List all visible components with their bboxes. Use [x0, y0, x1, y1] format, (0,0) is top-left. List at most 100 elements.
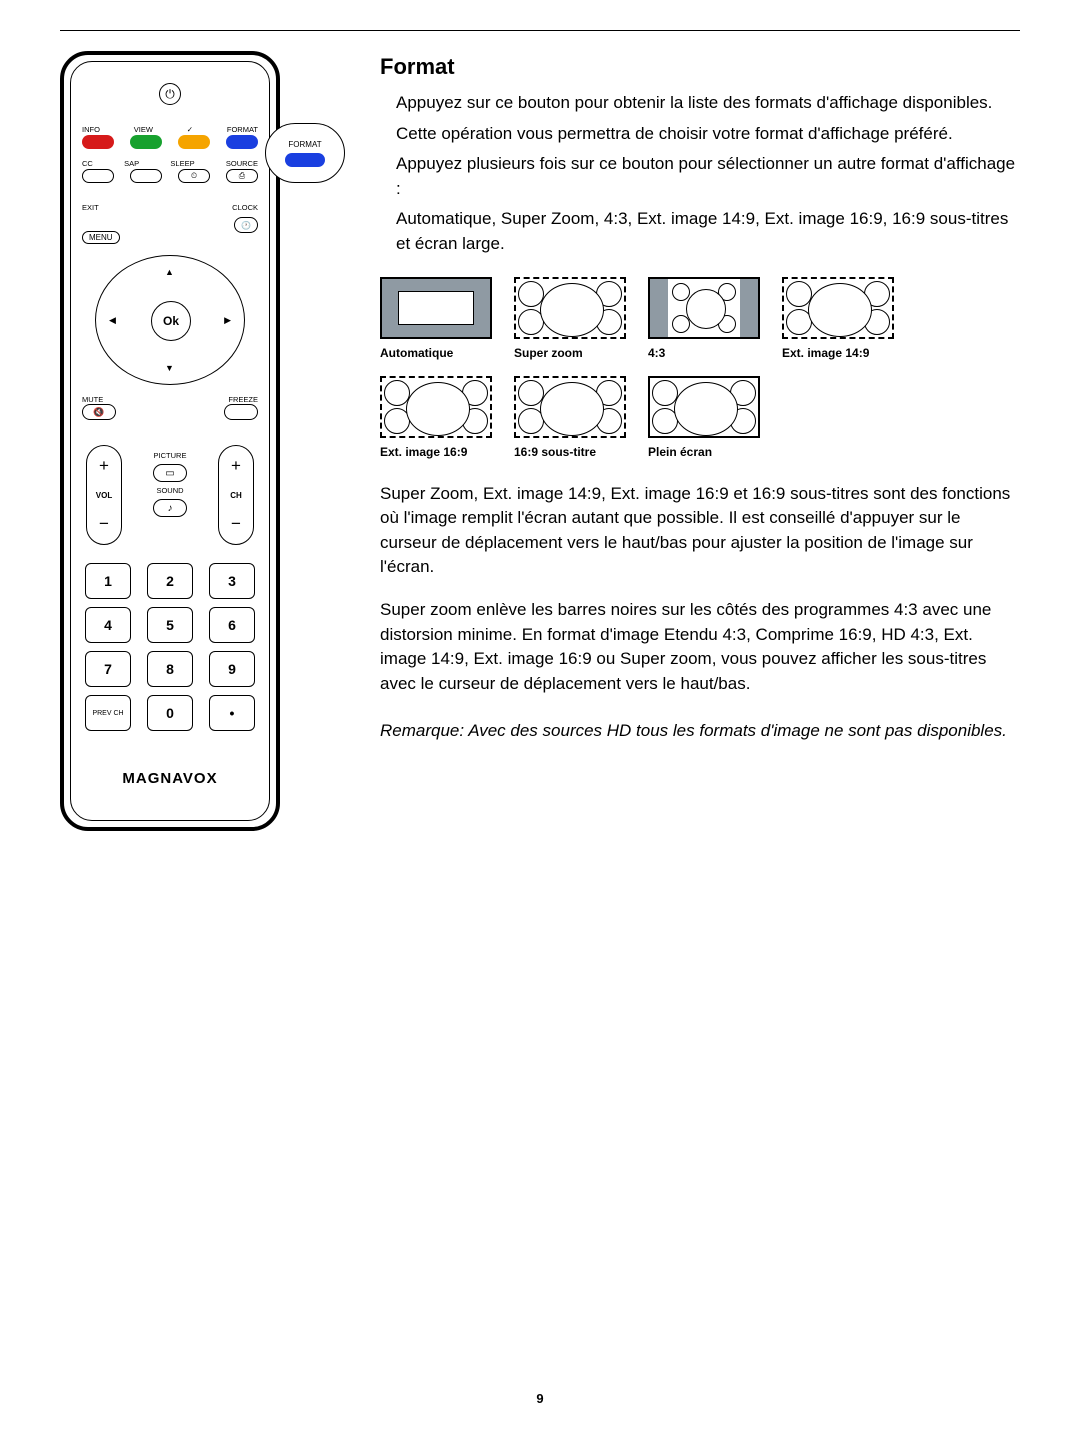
thumb-ext149: [782, 277, 894, 339]
fmt-plein: Plein écran: [648, 376, 760, 461]
brand-label: MAGNAVOX: [64, 770, 276, 787]
format-callout: FORMAT: [265, 123, 345, 183]
num-2: 2: [147, 563, 193, 599]
power-icon: ⏻: [159, 83, 181, 105]
minus-icon: −: [231, 514, 241, 534]
row2-labels: CC SAP SLEEP SOURCE: [82, 159, 258, 168]
para-note: Remarque: Avec des sources HD tous les f…: [380, 719, 1020, 744]
arrow-left-icon: ◀: [109, 315, 116, 326]
para-6: Super zoom enlève les barres noires sur …: [380, 598, 1020, 697]
sound-button: ♪: [153, 499, 187, 517]
ch-rocker: + CH −: [218, 445, 254, 545]
fmt-superzoom: Super zoom: [514, 277, 626, 362]
fmt-label: Ext. image 16:9: [380, 444, 492, 461]
para-3: Appuyez plusieurs fois sur ce bouton pou…: [396, 152, 1020, 201]
plus-icon: +: [231, 456, 241, 476]
label-freeze: FREEZE: [224, 395, 258, 404]
num-9: 9: [209, 651, 255, 687]
label-vol: VOL: [96, 491, 112, 500]
plus-icon: +: [99, 456, 109, 476]
blue-button: [226, 135, 258, 149]
num-4: 4: [85, 607, 131, 643]
green-button: [130, 135, 162, 149]
yellow-button: [178, 135, 210, 149]
color-row-buttons: [82, 135, 258, 149]
menu-row: MENU: [82, 227, 120, 245]
label-cc: CC: [82, 159, 93, 168]
exit-clock-row: EXIT CLOCK: [82, 203, 258, 212]
arrow-right-icon: ▶: [224, 315, 231, 326]
color-row-labels: INFO VIEW ✓ FORMAT: [82, 125, 258, 134]
thumb-ext169: [380, 376, 492, 438]
num-3: 3: [209, 563, 255, 599]
num-0: 0: [147, 695, 193, 731]
label-clock: CLOCK: [232, 203, 258, 212]
arrow-up-icon: ▲: [165, 267, 174, 277]
num-5: 5: [147, 607, 193, 643]
label-sleep: SLEEP: [170, 159, 194, 168]
row2-buttons: ⏲ ⎙: [82, 169, 258, 183]
label-exit: EXIT: [82, 203, 99, 212]
cc-button: [82, 169, 114, 183]
label-format: FORMAT: [227, 125, 258, 134]
label-ch: CH: [230, 491, 242, 500]
callout-blue-pill: [285, 153, 325, 167]
fmt-169sous: 16:9 sous-titre: [514, 376, 626, 461]
clock-button: 🕐: [234, 217, 258, 233]
fmt-label: 4:3: [648, 345, 760, 362]
fmt-label: Super zoom: [514, 345, 626, 362]
num-6: 6: [209, 607, 255, 643]
mute-button: 🔇: [82, 404, 116, 420]
page-number: 9: [60, 1391, 1020, 1406]
label-sap: SAP: [124, 159, 139, 168]
para-4: Automatique, Super Zoom, 4:3, Ext. image…: [396, 207, 1020, 256]
remote-body: ⏻ INFO VIEW ✓ FORMAT CC SAP SLEEP: [60, 51, 280, 831]
sleep-button: ⏲: [178, 169, 210, 183]
label-info: INFO: [82, 125, 100, 134]
minus-icon: −: [99, 514, 109, 534]
thumb-43: [648, 277, 760, 339]
label-view: VIEW: [134, 125, 153, 134]
num-dot: •: [209, 695, 255, 731]
source-button: ⎙: [226, 169, 258, 183]
para-5: Super Zoom, Ext. image 14:9, Ext. image …: [380, 482, 1020, 581]
fmt-automatique: Automatique: [380, 277, 492, 362]
fmt-ext149: Ext. image 14:9: [782, 277, 894, 362]
para-1: Appuyez sur ce bouton pour obtenir la li…: [396, 91, 1020, 116]
fmt-label: 16:9 sous-titre: [514, 444, 626, 461]
fmt-label: Automatique: [380, 345, 492, 362]
label-sound: SOUND: [156, 486, 183, 495]
dpad: Ok ▲ ▼ ◀ ▶: [95, 255, 245, 385]
mute-freeze-row: MUTE 🔇 FREEZE: [82, 395, 258, 420]
heading-format: Format: [380, 51, 1020, 83]
picture-button: ▭: [153, 464, 187, 482]
num-1: 1: [85, 563, 131, 599]
freeze-button: [224, 404, 258, 420]
menu-button: MENU: [82, 231, 120, 244]
callout-label: FORMAT: [288, 140, 321, 149]
remote-illustration: ⏻ INFO VIEW ✓ FORMAT CC SAP SLEEP: [60, 51, 340, 831]
num-7: 7: [85, 651, 131, 687]
thumb-automatique: [380, 277, 492, 339]
arrow-down-icon: ▼: [165, 363, 174, 373]
ok-button: Ok: [151, 301, 191, 341]
thumb-169soustitre: [514, 376, 626, 438]
thumb-pleinecran: [648, 376, 760, 438]
numpad: 1 2 3 4 5 6 7 8 9 PREV CH 0 •: [85, 563, 255, 731]
text-column: Format Appuyez sur ce bouton pour obteni…: [380, 51, 1020, 749]
num-8: 8: [147, 651, 193, 687]
format-grid: Automatique Super zoom 4:3: [380, 277, 1020, 462]
para-2: Cette opération vous permettra de choisi…: [396, 122, 1020, 147]
thumb-superzoom: [514, 277, 626, 339]
fmt-43: 4:3: [648, 277, 760, 362]
sap-button: [130, 169, 162, 183]
top-rule: [60, 30, 1020, 31]
fmt-label: Plein écran: [648, 444, 760, 461]
label-check: ✓: [187, 125, 193, 134]
picture-sound-col: PICTURE ▭ SOUND ♪: [153, 451, 187, 517]
label-mute: MUTE: [82, 395, 116, 404]
red-button: [82, 135, 114, 149]
label-picture: PICTURE: [154, 451, 187, 460]
fmt-label: Ext. image 14:9: [782, 345, 894, 362]
num-prevch: PREV CH: [85, 695, 131, 731]
